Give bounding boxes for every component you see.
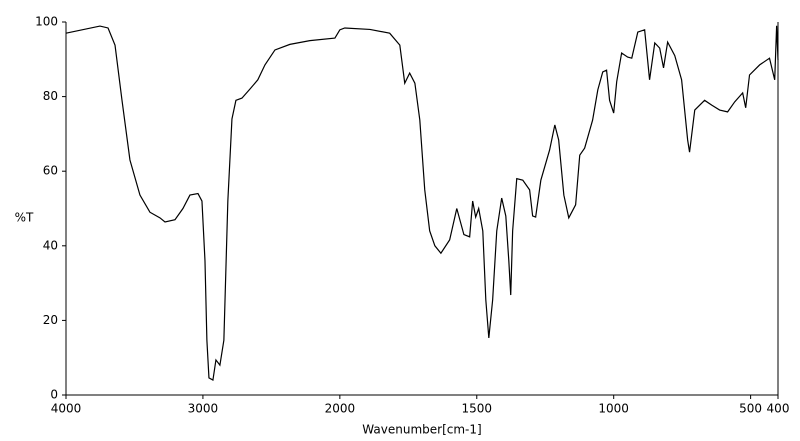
y-tick-label: 40 — [43, 238, 58, 252]
x-tick-label: 500 — [739, 402, 762, 416]
y-tick-label: 20 — [43, 313, 58, 327]
x-tick-label: 3000 — [188, 402, 219, 416]
x-tick-label: 4000 — [51, 402, 82, 416]
spectrum-line — [65, 25, 779, 382]
y-tick-label: 0 — [50, 388, 58, 402]
y-tick-label: 80 — [43, 89, 58, 103]
y-tick-label: 60 — [43, 164, 58, 178]
y-tick-label: 100 — [35, 15, 58, 29]
y-axis-label: %T — [15, 211, 34, 225]
x-tick-label: 1500 — [461, 402, 492, 416]
x-tick-label: 1000 — [598, 402, 629, 416]
x-axis-label: Wavenumber[cm-1] — [362, 423, 481, 437]
x-tick-label: 2000 — [325, 402, 356, 416]
x-tick-label: 400 — [767, 402, 790, 416]
